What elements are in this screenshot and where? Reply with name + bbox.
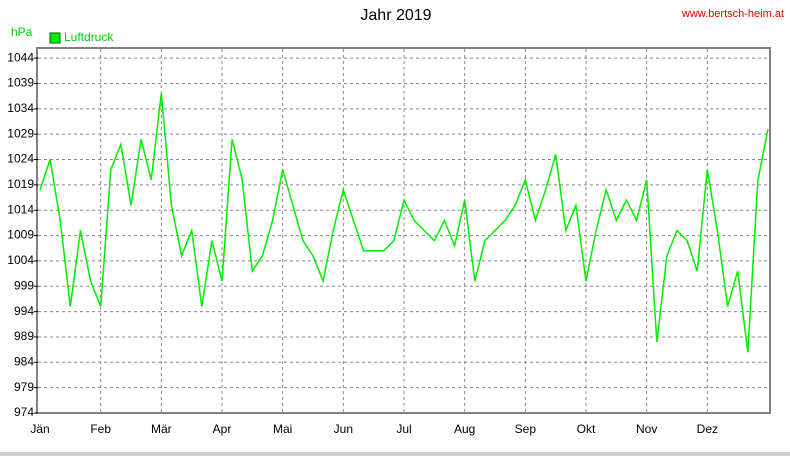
- y-tick-label: 974: [14, 405, 34, 419]
- legend-swatch: [49, 32, 61, 44]
- x-tick-label: Okt: [577, 422, 596, 436]
- x-tick-label: Jul: [396, 422, 411, 436]
- y-tick-label: 1029: [7, 126, 34, 140]
- y-tick-label: 994: [14, 304, 34, 318]
- x-tick-label: Dez: [697, 422, 718, 436]
- x-tick-label: Mär: [151, 422, 172, 436]
- y-axis-label: hPa: [11, 25, 33, 39]
- y-tick-label: 989: [14, 329, 34, 343]
- y-tick-label: 1009: [7, 228, 34, 242]
- y-tick-label: 1004: [7, 253, 34, 267]
- source: www.bertsch-heim.at: [681, 8, 784, 20]
- y-tick-label: 1034: [7, 101, 34, 115]
- legend-label: Luftdruck: [64, 30, 114, 44]
- x-tick-label: Sep: [515, 422, 537, 436]
- x-tick-label: Nov: [636, 422, 657, 436]
- y-tick-label: 1024: [7, 152, 34, 166]
- chart-title: Jahr 2019: [360, 7, 431, 24]
- x-tick-label: Aug: [454, 422, 475, 436]
- x-tick-label: Feb: [90, 422, 111, 436]
- y-tick-label: 979: [14, 380, 34, 394]
- y-tick-label: 1019: [7, 177, 34, 191]
- x-tick-label: Mai: [273, 422, 292, 436]
- x-tick-label: Apr: [213, 422, 232, 436]
- data-line: [39, 93, 769, 353]
- y-tick-label: 1039: [7, 76, 34, 90]
- x-tick-label: Jun: [334, 422, 353, 436]
- y-tick-label: 984: [14, 354, 34, 368]
- status-bar: [0, 452, 790, 456]
- x-tick-label: Jän: [30, 422, 49, 436]
- y-tick-label: 1014: [7, 202, 34, 216]
- y-tick-label: 1044: [7, 50, 34, 64]
- y-tick-label: 999: [14, 278, 34, 292]
